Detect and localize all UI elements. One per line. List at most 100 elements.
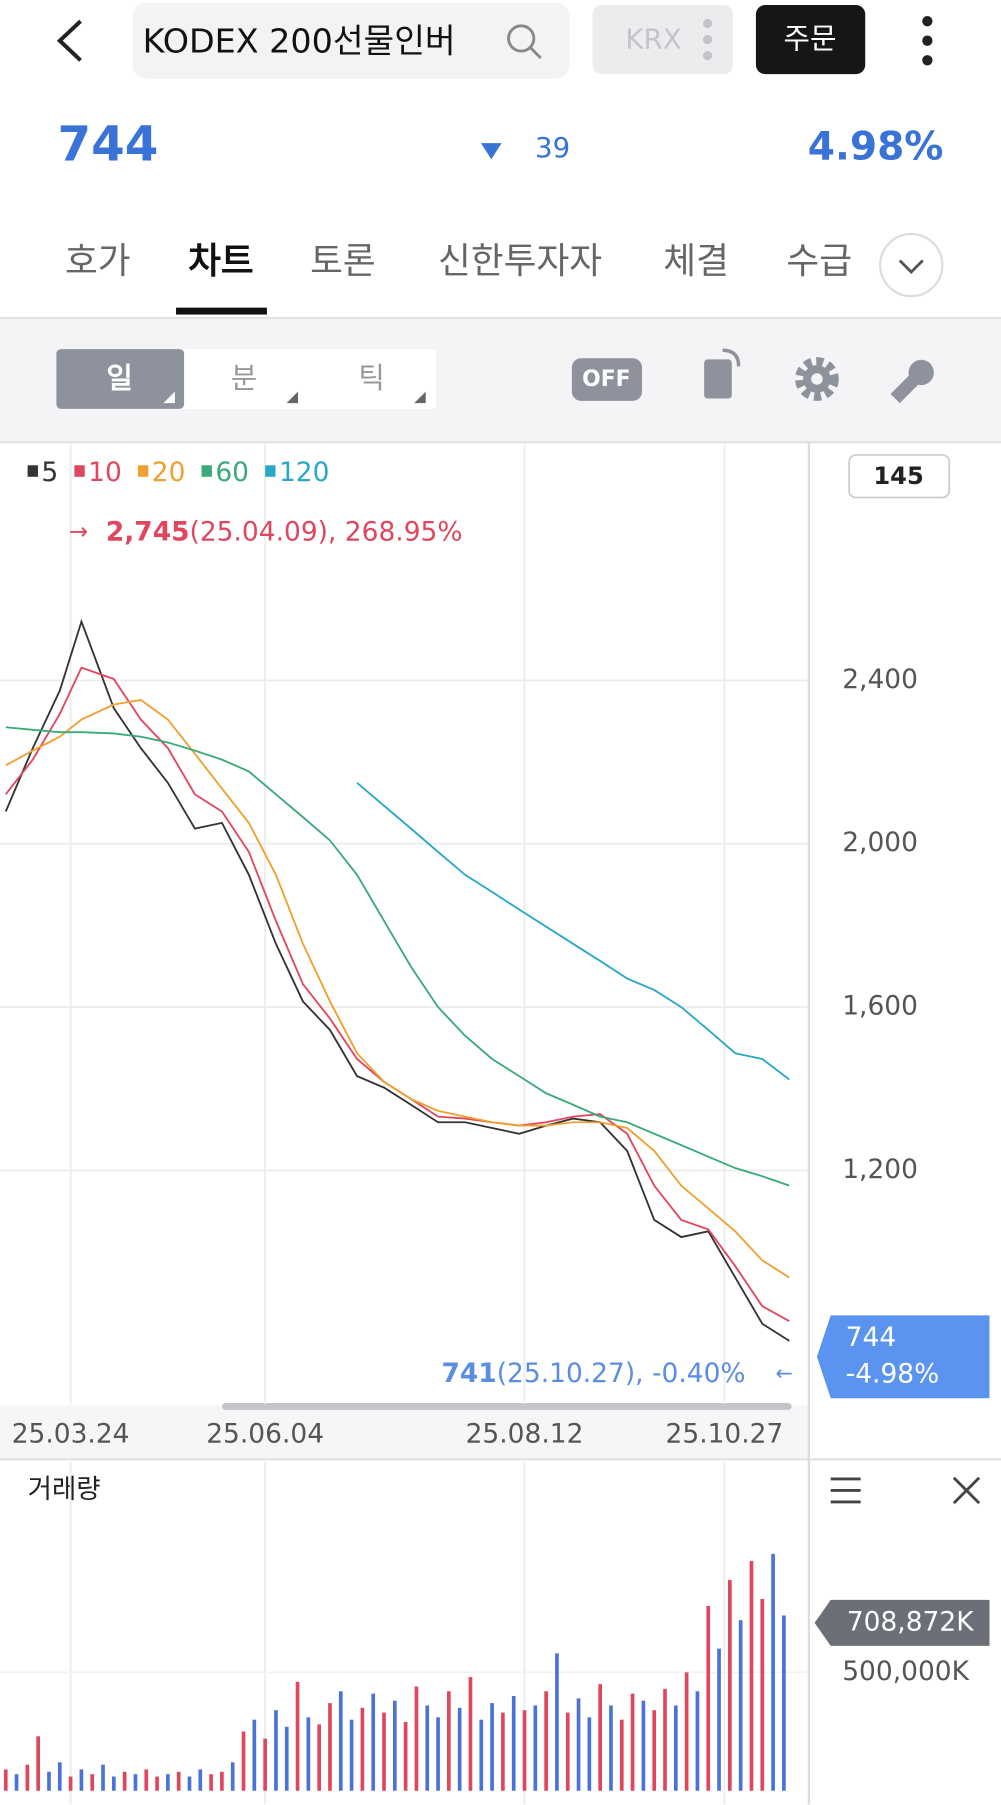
order-label: 주문 [784,22,837,56]
max-value: 2,745 [106,516,190,547]
search-icon[interactable] [507,24,536,53]
volume-bar [176,1771,181,1791]
candle-count-box[interactable] [848,454,951,499]
volume-bar [122,1771,127,1791]
back-button[interactable] [56,19,82,62]
volume-bar [490,1703,494,1791]
plot: 1,200 1,600 2,000 2,400 25.03.24 25.06.04 25.0… [0,443,990,1805]
tabs-expand[interactable] [879,232,944,298]
tab[interactable]: 토론 [310,241,376,282]
toggle[interactable] [571,358,643,401]
period-label: 일 [106,361,132,395]
volume-bar [3,1769,8,1791]
period-label[interactable]: 분 [231,361,257,395]
order-button[interactable] [755,5,866,75]
volume-bar [609,1705,613,1791]
volume-bar [749,1560,754,1791]
legend-swatch [265,465,276,477]
volume-bar [468,1677,473,1791]
tools-icon[interactable] [890,359,934,404]
volume-bar [166,1774,170,1791]
tab[interactable]: 수급 [786,241,852,282]
tab[interactable]: 체결 [663,241,729,282]
scrollbar[interactable] [222,1403,792,1410]
search-box[interactable] [132,2,570,79]
volume-bar [673,1705,678,1791]
volume-bar [425,1705,430,1791]
x-tick-label: 25.08.12 [466,1419,584,1450]
more-menu[interactable] [922,15,933,66]
last-price: 744 [846,1322,897,1353]
dropdown-marker [414,391,426,404]
volume-bar [220,1771,224,1791]
y-tick-label: 500,000K [842,1656,969,1687]
last-change: -4.98% [846,1359,940,1390]
candle-count: 145 [873,462,923,490]
tab-active[interactable]: 차트 [188,241,254,282]
volume-bar [706,1605,711,1791]
volume-menu[interactable] [830,1477,861,1504]
price: 744 [58,117,159,173]
legend-swatch [27,465,38,477]
volume-bar [436,1717,440,1791]
volume-bar [284,1726,289,1791]
min-annotation: 741(25.10.27), -0.40% [442,1358,746,1389]
volume-bar [501,1712,505,1791]
max-annotation: 2,745(25.04.09), 268.95% [106,516,463,547]
tab[interactable]: 호가 [65,241,131,282]
ma-line [4,618,790,1342]
exchange-dots [703,18,713,61]
volume-bar [36,1736,41,1791]
volume-bar [209,1774,213,1791]
volume-bar [565,1712,570,1791]
volume-bar [187,1776,192,1791]
volume-bar [133,1774,138,1791]
volume-bar [14,1774,19,1791]
volume-close[interactable] [952,1476,981,1505]
volume-bar [771,1553,775,1791]
volume-bar [511,1696,516,1791]
legend-label: 5 [41,457,58,488]
volume-bar [457,1707,462,1791]
price-change: 39 [535,131,570,164]
volume-bar [717,1648,721,1791]
period-label[interactable]: 틱 [358,361,384,395]
min-arrow: ← [775,1361,792,1385]
toggle-label: OFF [582,367,630,392]
settings-icon[interactable] [795,357,839,401]
period-selected[interactable] [56,349,185,409]
volume-bar [68,1776,73,1791]
volume-tag-label: 708,872K [847,1606,974,1637]
tab[interactable]: 신한투자자 [438,241,602,282]
volume-bar [738,1620,743,1791]
tabs-expand-icon [898,259,924,275]
volume-bar [760,1598,765,1791]
max-detail: (25.04.09), 268.95% [190,516,463,547]
down-arrow [480,143,502,160]
volume-bar [371,1693,376,1791]
volume-bar [555,1653,559,1791]
dropdown-marker [163,391,175,404]
x-tick-label: 25.10.27 [666,1419,784,1450]
volume-bar [241,1731,246,1791]
volume-bar [230,1762,235,1791]
volume-bar [47,1771,51,1791]
volume-tag [814,1599,990,1646]
volume-bar [90,1774,95,1791]
volume-bar [403,1722,408,1791]
exchange-button[interactable] [592,5,733,75]
volume-bar [360,1707,365,1791]
volume-bar [252,1719,257,1791]
volume-bar [382,1712,386,1791]
exchange-label: KRX [625,23,681,56]
x-tick-label: 25.03.24 [12,1419,130,1450]
volume-bar [392,1700,397,1791]
volume-bar [198,1769,203,1791]
max-arrow: → [69,519,88,545]
rotate-icon[interactable] [704,348,741,399]
volume-bar [587,1717,592,1791]
volume-bar [533,1705,538,1791]
